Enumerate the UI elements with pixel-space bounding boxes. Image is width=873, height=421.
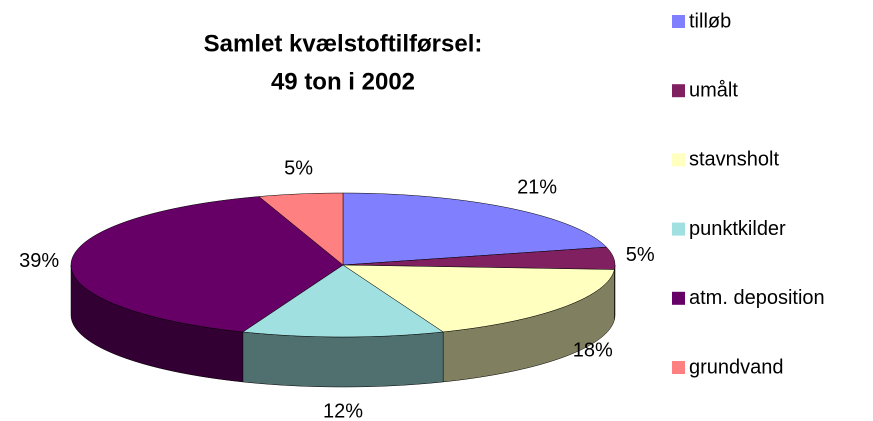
chart-subtitle: 49 ton i 2002 — [271, 68, 415, 95]
data-label: 18% — [573, 340, 613, 362]
legend-label: umålt — [689, 79, 738, 101]
legend-label: punktkilder — [689, 218, 786, 240]
data-label: 39% — [19, 250, 59, 272]
legend-swatch — [672, 153, 685, 167]
legend-swatch — [672, 84, 685, 98]
slice — [258, 192, 344, 266]
legend-label: stavnsholt — [689, 149, 779, 171]
data-label: 12% — [323, 400, 363, 421]
legend-label: atm. deposition — [689, 287, 825, 309]
slice — [342, 264, 615, 333]
slice-side — [242, 331, 444, 388]
legend-label: tilløb — [689, 10, 731, 32]
chart-title: Samlet kvælstoftilførsel: — [204, 30, 483, 57]
legend-swatch — [672, 291, 685, 305]
legend-label: grundvand — [689, 356, 784, 378]
slice — [342, 246, 616, 270]
legend-swatch — [672, 361, 685, 374]
slice — [242, 264, 444, 338]
data-label: 5% — [284, 157, 313, 179]
slice — [342, 192, 608, 266]
legend-swatch — [672, 15, 685, 28]
slice — [70, 196, 344, 333]
data-label: 21% — [517, 177, 557, 199]
data-label: 5% — [626, 244, 655, 266]
legend-swatch — [672, 222, 685, 236]
